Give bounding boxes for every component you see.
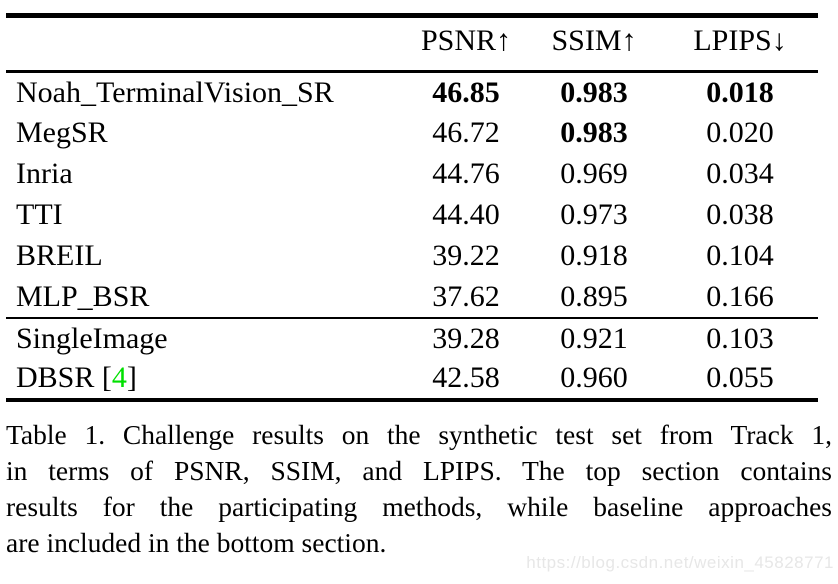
metric-value: 0.895 xyxy=(560,279,628,313)
metric-value: 0.166 xyxy=(706,279,774,313)
table-row: DBSR [4] 42.58 0.960 0.055 xyxy=(6,359,818,400)
table-row: Noah_TerminalVision_SR 46.85 0.983 0.018 xyxy=(6,72,818,113)
metric-value: 0.103 xyxy=(706,321,774,355)
table-row: MLP_BSR 37.62 0.895 0.166 xyxy=(6,277,818,318)
table-row: TTI 44.40 0.973 0.038 xyxy=(6,195,818,236)
metric-value: 44.76 xyxy=(432,157,500,190)
metric-value: 0.104 xyxy=(706,239,774,272)
method-name: MegSR xyxy=(16,116,108,149)
metric-value: 0.018 xyxy=(706,75,774,109)
table-row: SingleImage 39.28 0.921 0.103 xyxy=(6,318,818,359)
metric-value: 0.918 xyxy=(560,239,628,272)
metric-value: 0.038 xyxy=(706,198,774,231)
metric-value: 46.85 xyxy=(432,75,500,109)
baseline-methods-section: SingleImage 39.28 0.921 0.103 DBSR [4] 42.58 0… xyxy=(6,318,818,400)
results-table: PSNR↑ SSIM↑ LPIPS↓ Noah_TerminalVision_S… xyxy=(6,13,818,402)
method-name: BREIL xyxy=(16,239,103,272)
method-column-header xyxy=(6,16,406,72)
metric-value: 0.983 xyxy=(560,116,628,149)
watermark-url: https://blog.csdn.net/weixin_45828771 xyxy=(526,553,834,572)
metric-value: 0.034 xyxy=(706,157,774,190)
metric-value: 0.973 xyxy=(560,198,628,231)
method-name: Inria xyxy=(16,157,73,190)
metric-value: 37.62 xyxy=(432,279,500,313)
metric-value: 46.72 xyxy=(432,116,500,149)
table-row: BREIL 39.22 0.918 0.104 xyxy=(6,236,818,277)
table-header: PSNR↑ SSIM↑ LPIPS↓ xyxy=(6,16,818,72)
metric-value: 39.28 xyxy=(432,321,500,355)
table-caption: Table 1. Challenge results on the synthe… xyxy=(6,417,832,561)
metric-value: 44.40 xyxy=(432,198,500,231)
metric-value: 0.020 xyxy=(706,116,774,149)
method-name: Noah_TerminalVision_SR xyxy=(16,75,334,109)
method-name: TTI xyxy=(16,198,63,231)
metric-value: 39.22 xyxy=(432,239,500,272)
citation-link[interactable]: 4 xyxy=(111,361,127,394)
caption-line: Table 1. Challenge results on the synthe… xyxy=(6,418,832,450)
metric-value: 0.960 xyxy=(560,361,628,394)
column-header-psnr: PSNR↑ xyxy=(420,24,512,57)
metric-value: 0.055 xyxy=(706,361,774,394)
table-header-row: PSNR↑ SSIM↑ LPIPS↓ xyxy=(6,16,818,72)
caption-line: are included in the bottom section. xyxy=(6,526,387,558)
column-header-ssim: SSIM↑ xyxy=(551,24,637,57)
metric-value: 0.921 xyxy=(560,321,628,355)
caption-line: results for the participating methods, w… xyxy=(6,490,832,522)
metric-value: 0.969 xyxy=(560,157,628,190)
column-header-lpips: LPIPS↓ xyxy=(693,24,787,57)
method-name: SingleImage xyxy=(16,321,168,355)
metric-value: 42.58 xyxy=(432,361,500,394)
participating-methods-section: Noah_TerminalVision_SR 46.85 0.983 0.018 Meg… xyxy=(6,72,818,318)
method-name: DBSR [4] xyxy=(16,361,137,394)
caption-line: in terms of PSNR, SSIM, and LPIPS. The t… xyxy=(6,454,832,486)
metric-value: 0.983 xyxy=(560,75,628,109)
table-row: MegSR 46.72 0.983 0.020 xyxy=(6,113,818,154)
method-name: MLP_BSR xyxy=(16,279,150,313)
table-row: Inria 44.76 0.969 0.034 xyxy=(6,154,818,195)
